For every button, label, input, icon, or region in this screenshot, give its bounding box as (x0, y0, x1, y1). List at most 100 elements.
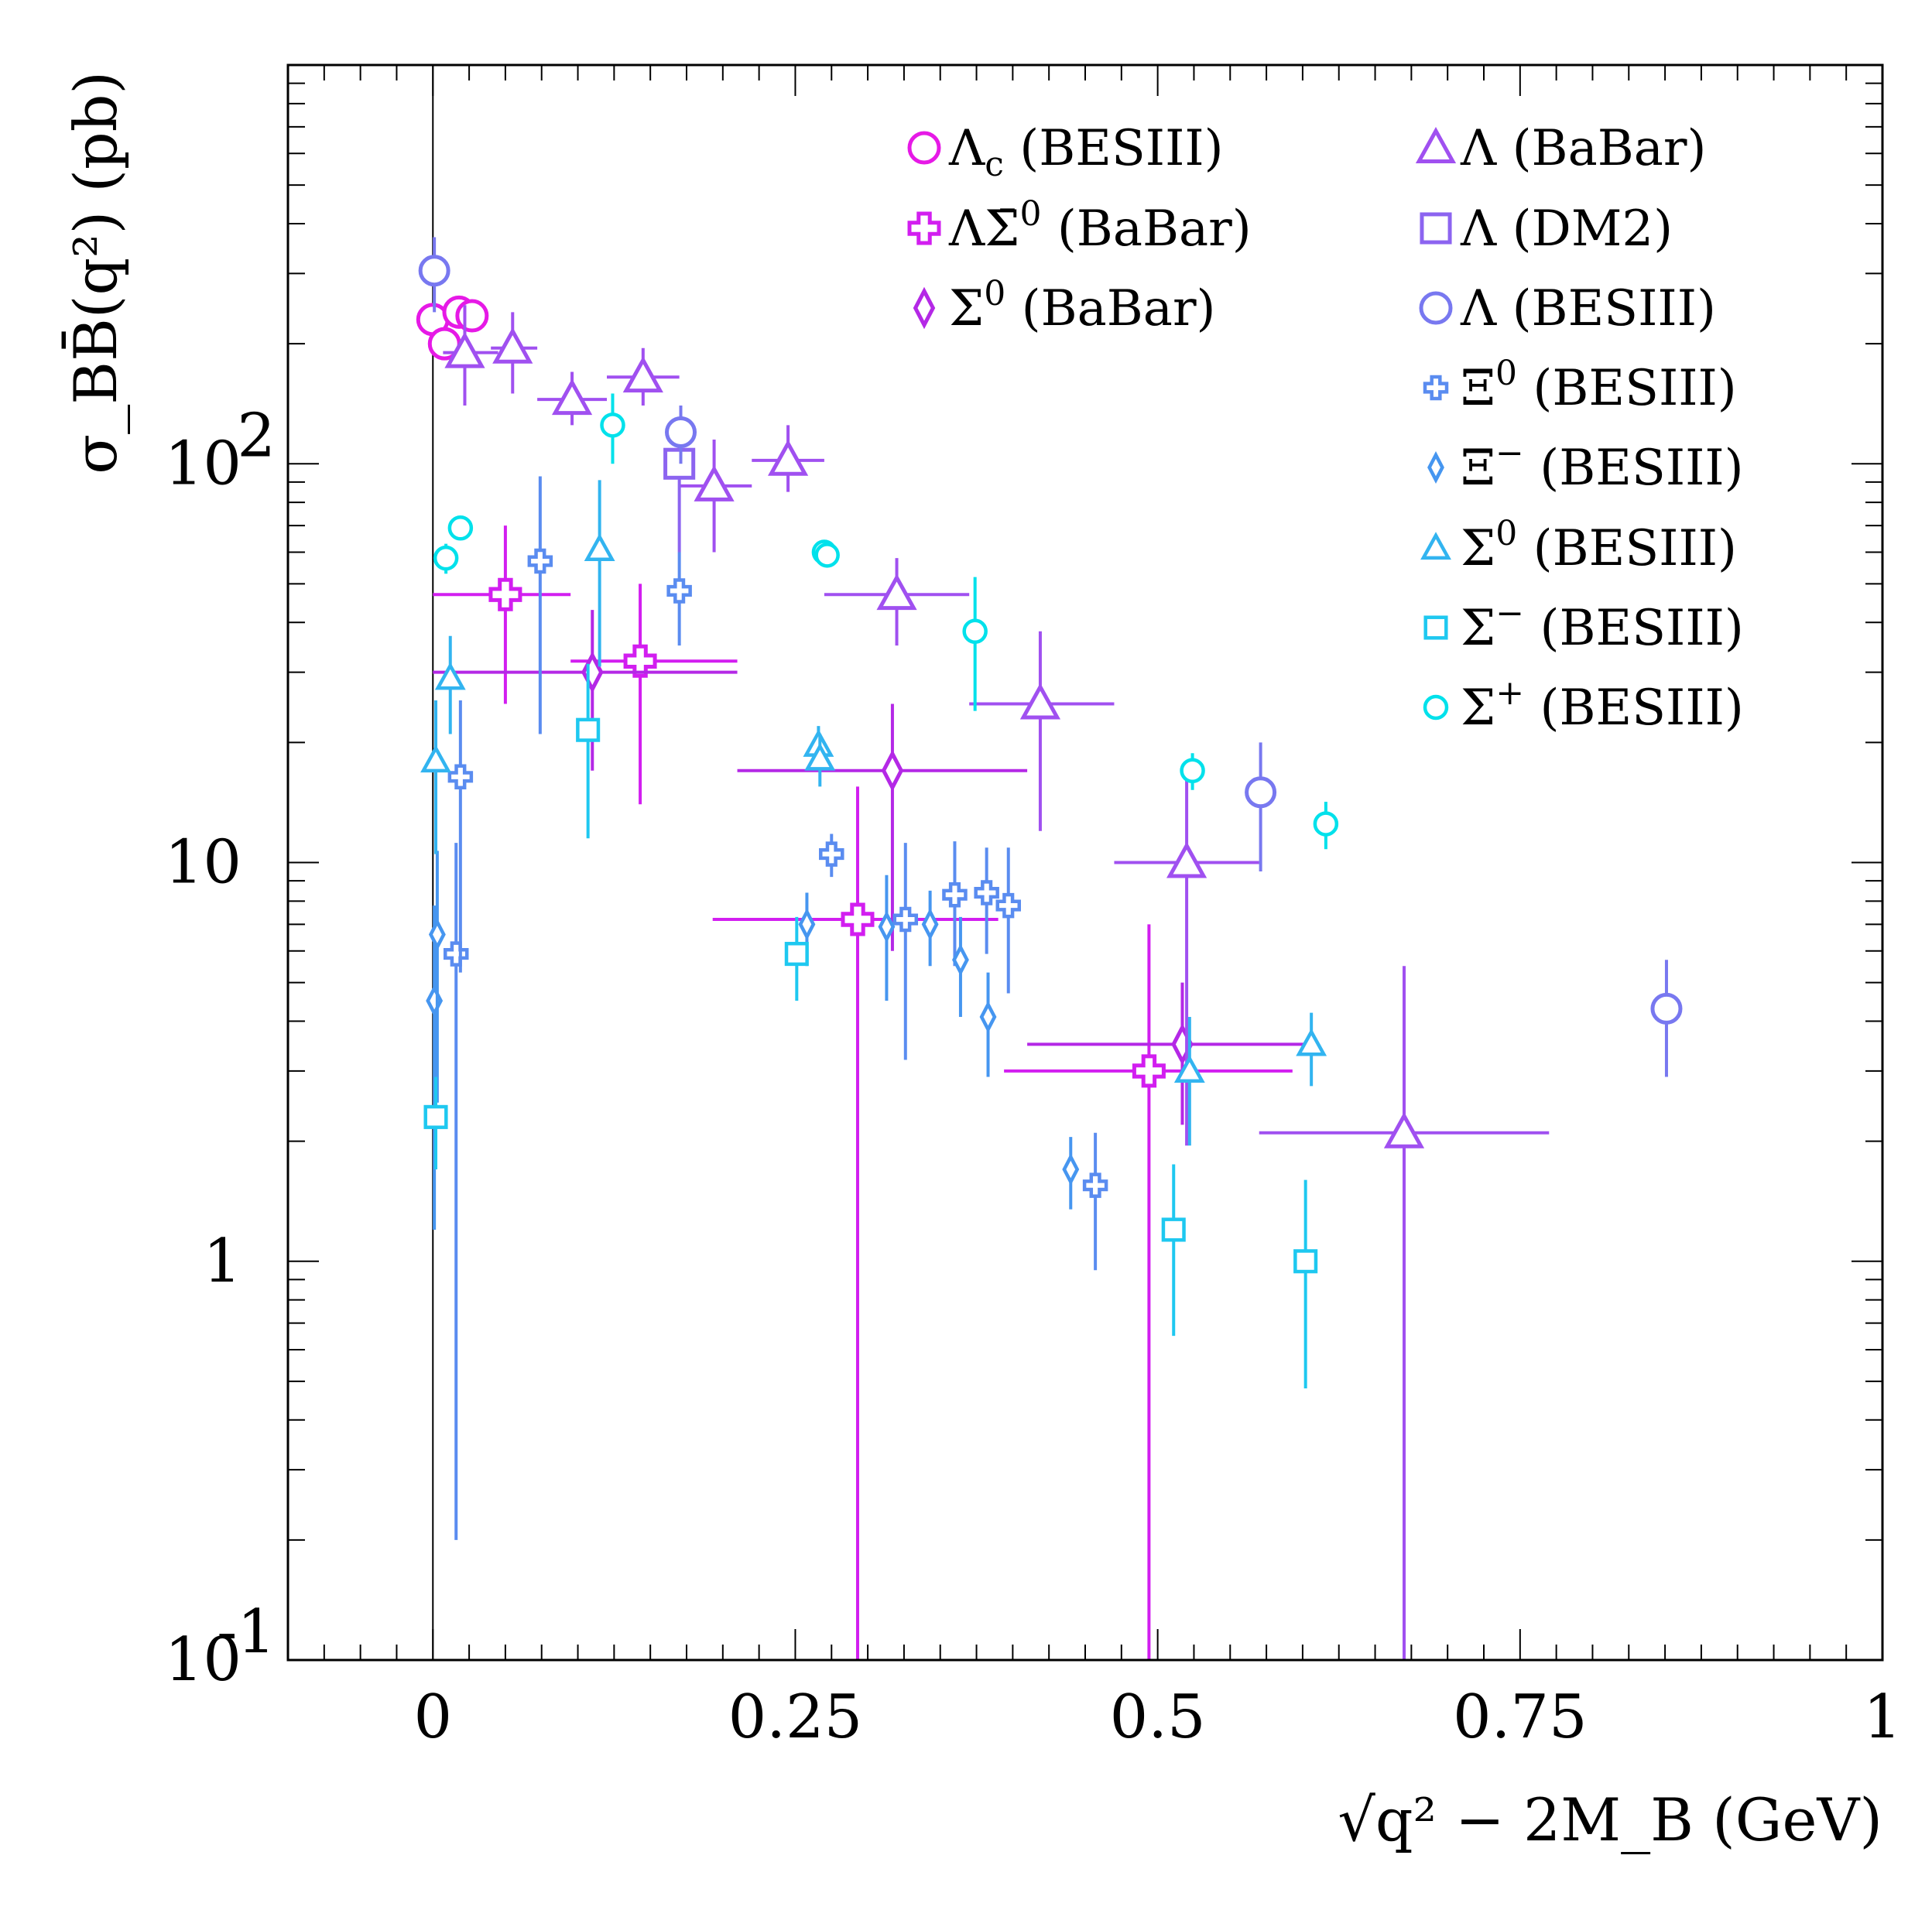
data-marker (447, 515, 474, 541)
data-marker (995, 892, 1021, 919)
data-marker (913, 286, 936, 330)
legend: Λc (BESIII) ΛΣ̄0 (BaBar) Σ0 (BaBar) Λ (BaBa… (907, 120, 1744, 737)
data-marker (622, 356, 663, 393)
data-marker (1419, 291, 1453, 325)
data-marker (455, 299, 489, 333)
data-point (752, 425, 824, 492)
data-point (804, 734, 836, 787)
data-marker (600, 412, 625, 438)
data-point (1259, 966, 1550, 1660)
data-marker (1019, 683, 1061, 720)
data-marker (1420, 212, 1452, 245)
series-7 (426, 851, 1080, 1230)
data-point (921, 890, 939, 967)
series-5 (418, 237, 1683, 1077)
y-tick-label: 1 (203, 1227, 242, 1296)
data-marker (881, 749, 904, 792)
legend-entry: Σ+ (BESIII) (1423, 673, 1744, 737)
x-tick-label: 0.75 (1453, 1682, 1588, 1752)
data-point (665, 405, 697, 464)
series-3 (443, 305, 1550, 1660)
data-marker (784, 942, 809, 967)
data-point (443, 305, 498, 406)
data-points (416, 237, 1683, 1660)
y-tick-label: 10 (165, 828, 242, 898)
data-point (1173, 1017, 1205, 1146)
legend-label: Λc (BESIII) (948, 120, 1224, 184)
data-point (600, 393, 625, 464)
y-tick-label: 10 (165, 1625, 242, 1695)
legend-entry: Ξ− (BESIII) (1427, 433, 1744, 497)
legend-entry: Λ (DM2) (1420, 200, 1673, 258)
y-tick-label: 10 (165, 429, 242, 498)
data-point (979, 972, 997, 1077)
data-point (527, 476, 553, 734)
data-marker (418, 255, 450, 287)
data-marker (576, 717, 601, 742)
data-point (1114, 770, 1259, 1146)
legend-label: Λ (DM2) (1460, 200, 1673, 258)
data-point (1245, 742, 1277, 871)
legend-entry: Ξ0 (BESIII) (1423, 354, 1737, 417)
data-point (1161, 1164, 1186, 1337)
legend-label: Σ+ (BESIII) (1461, 673, 1744, 737)
data-marker (1650, 992, 1683, 1025)
data-marker (1173, 1055, 1205, 1083)
data-point (1082, 1132, 1108, 1271)
data-point (418, 237, 450, 313)
data-marker (423, 1104, 448, 1129)
data-marker (1420, 532, 1451, 560)
data-point (784, 916, 809, 1001)
data-marker (952, 943, 969, 977)
legend-entry: Λ (BESIII) (1419, 280, 1716, 337)
data-marker (1245, 776, 1277, 809)
data-point (878, 875, 896, 1001)
data-point (491, 312, 538, 394)
data-point (1180, 753, 1205, 790)
data-point (737, 703, 1028, 951)
x-tick-label: 0 (413, 1682, 452, 1752)
y-tick-exponent: 2 (237, 401, 276, 471)
y-axis-title: σ_BB̄(q²) (pb) (60, 71, 130, 474)
data-point (447, 700, 474, 973)
data-marker (876, 573, 917, 611)
data-point (1293, 1179, 1318, 1388)
x-tick-label: 0.5 (1110, 1682, 1206, 1752)
data-point (892, 843, 919, 1060)
series-6 (443, 476, 1108, 1540)
legend-entry: Λc (BESIII) (907, 120, 1224, 184)
data-marker (841, 902, 875, 936)
series-8 (420, 480, 1327, 1146)
data-marker (819, 841, 844, 867)
legend-entry: Σ− (BESIII) (1423, 594, 1744, 657)
y-tick-exponent: -1 (217, 1597, 276, 1667)
data-marker (551, 378, 593, 416)
data-marker (767, 439, 809, 476)
data-point (433, 525, 571, 704)
data-point (447, 515, 474, 541)
data-marker (694, 464, 735, 501)
data-point (942, 841, 968, 967)
data-point (824, 558, 970, 646)
data-point (584, 480, 615, 667)
x-tick-label: 0.25 (728, 1682, 863, 1752)
x-tick-labels: 0 0.25 0.5 0.75 1 (413, 1682, 1901, 1752)
data-point (1650, 960, 1683, 1077)
series-9 (423, 663, 1318, 1388)
data-marker (907, 211, 941, 245)
data-marker (979, 1001, 997, 1033)
data-marker (974, 880, 999, 905)
data-marker (1423, 694, 1449, 721)
legend-label: Ξ− (BESIII) (1461, 433, 1744, 497)
data-marker (488, 577, 522, 611)
series-1 (433, 525, 1293, 1660)
data-marker (942, 881, 968, 908)
legend-label: ΛΣ̄0 (BaBar) (948, 194, 1252, 258)
data-marker (444, 331, 485, 368)
data-point (537, 371, 607, 426)
data-point (434, 635, 466, 734)
data-point (607, 347, 680, 406)
data-marker (1180, 758, 1205, 784)
data-point (1296, 1012, 1327, 1087)
data-marker (1313, 811, 1339, 837)
